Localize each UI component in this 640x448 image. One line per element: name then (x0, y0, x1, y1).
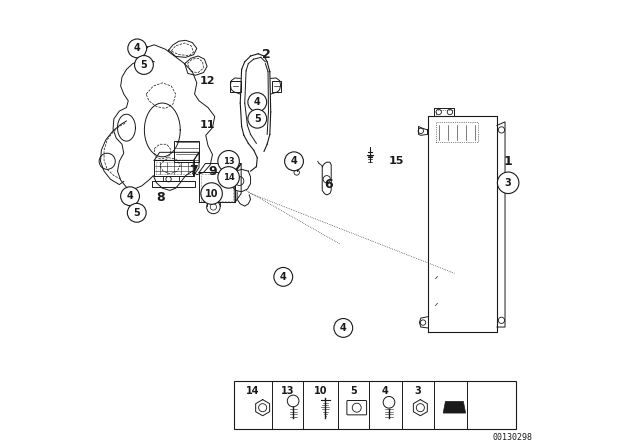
Circle shape (497, 172, 519, 194)
Text: 6: 6 (324, 178, 332, 191)
Text: 4: 4 (254, 97, 260, 107)
Text: 10: 10 (205, 189, 218, 198)
Circle shape (134, 56, 154, 74)
Text: 3: 3 (414, 386, 421, 396)
Text: 00130298: 00130298 (493, 433, 532, 442)
Text: 5: 5 (350, 386, 357, 396)
Text: 4: 4 (382, 386, 388, 396)
Text: 4: 4 (340, 323, 347, 333)
Circle shape (248, 109, 267, 128)
Text: 13: 13 (280, 386, 294, 396)
Polygon shape (443, 401, 466, 413)
Circle shape (120, 187, 140, 206)
Bar (271, 81, 282, 92)
Text: 7: 7 (189, 164, 198, 177)
Bar (234, 381, 516, 429)
Text: 2: 2 (262, 48, 271, 61)
Bar (436, 122, 478, 142)
Text: 4: 4 (134, 43, 141, 53)
Text: 5: 5 (133, 208, 140, 218)
Text: 14: 14 (223, 173, 234, 182)
Text: 11: 11 (199, 121, 215, 130)
Text: 1: 1 (504, 155, 513, 168)
Text: 14: 14 (246, 386, 260, 396)
Text: 4: 4 (280, 272, 287, 282)
Text: 8: 8 (157, 190, 165, 204)
Text: 4: 4 (291, 156, 298, 166)
Bar (174, 141, 199, 162)
Text: 5: 5 (141, 60, 147, 70)
Circle shape (218, 167, 239, 188)
Circle shape (128, 39, 147, 58)
Text: 10: 10 (314, 386, 327, 396)
Circle shape (201, 183, 222, 204)
Circle shape (334, 319, 353, 337)
Circle shape (285, 152, 303, 171)
Text: 9: 9 (208, 164, 217, 178)
Text: 13: 13 (223, 157, 234, 166)
Text: 5: 5 (254, 114, 260, 124)
Bar (230, 81, 241, 92)
Circle shape (248, 93, 267, 112)
Text: 4: 4 (127, 191, 133, 201)
Circle shape (127, 203, 146, 222)
Text: 15: 15 (388, 156, 404, 166)
Circle shape (218, 151, 239, 172)
Bar (152, 181, 195, 187)
Text: 3: 3 (505, 178, 511, 188)
Text: 12: 12 (199, 76, 215, 86)
Circle shape (274, 267, 292, 286)
